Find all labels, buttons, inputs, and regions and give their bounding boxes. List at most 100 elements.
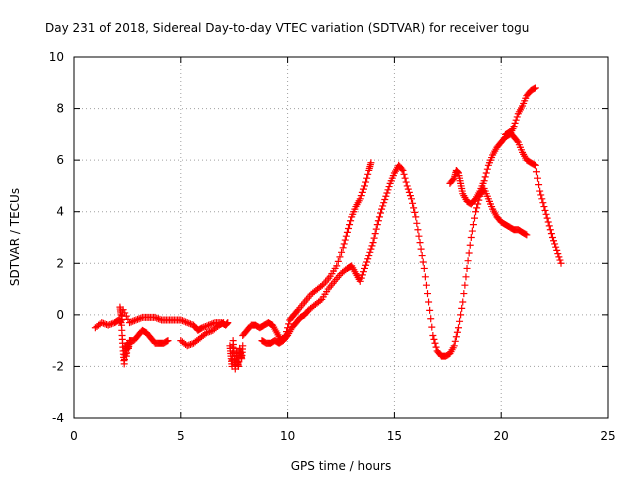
data-point	[417, 245, 425, 253]
data-point	[552, 243, 560, 251]
data-point	[530, 161, 538, 169]
data-point	[403, 182, 411, 190]
data-point	[463, 264, 471, 272]
data-point	[129, 317, 137, 325]
data-point	[416, 239, 424, 247]
data-point	[203, 322, 211, 330]
data-point	[531, 84, 539, 92]
data-point	[164, 337, 172, 345]
data-point	[414, 226, 422, 234]
data-point	[538, 195, 546, 203]
data-point	[357, 274, 365, 282]
x-tick-label: 25	[600, 429, 615, 443]
data-point	[400, 170, 408, 178]
data-point	[430, 335, 438, 343]
data-point	[377, 209, 385, 217]
data-point	[379, 202, 387, 210]
data-point	[370, 234, 378, 242]
data-point	[127, 318, 135, 326]
data-point	[452, 333, 460, 341]
data-point	[449, 175, 457, 183]
y-tick-label: 4	[56, 205, 64, 219]
data-point	[473, 204, 481, 212]
data-point	[428, 323, 436, 331]
data-point	[186, 341, 194, 349]
data-point	[358, 271, 366, 279]
data-point	[411, 208, 419, 216]
data-point	[545, 222, 553, 230]
x-tick-label: 10	[280, 429, 295, 443]
data-point	[130, 317, 138, 325]
data-point	[429, 331, 437, 339]
data-point	[480, 177, 488, 185]
data-point	[415, 232, 423, 240]
data-point	[404, 185, 412, 193]
data-point	[535, 181, 543, 189]
data-point	[459, 298, 467, 306]
y-tick-label: 8	[56, 102, 64, 116]
data-point	[365, 252, 373, 260]
data-point	[458, 304, 466, 312]
data-point	[385, 183, 393, 191]
data-point	[334, 257, 342, 265]
data-point	[340, 240, 348, 248]
x-tick-label: 5	[177, 429, 185, 443]
data-point	[548, 234, 556, 241]
data-point	[122, 312, 130, 320]
data-point	[356, 195, 364, 203]
data-point	[511, 119, 519, 127]
data-point	[481, 173, 489, 181]
data-point	[422, 281, 430, 289]
data-point	[457, 311, 465, 319]
data-point	[410, 204, 418, 212]
gridlines	[74, 57, 608, 418]
data-point	[541, 206, 549, 214]
data-point	[432, 343, 440, 351]
data-point	[362, 261, 370, 269]
data-point	[154, 315, 162, 323]
data-point	[185, 341, 193, 349]
data-point	[530, 85, 538, 93]
data-point	[512, 116, 520, 124]
tick-labels: 0 5 10 15 20 25 -4 -2 0 2 4 6 8 10	[49, 50, 616, 443]
data-point	[469, 221, 477, 229]
data-point	[198, 324, 206, 332]
data-point	[360, 264, 368, 272]
data-point	[542, 210, 550, 218]
data-point	[205, 321, 213, 329]
data-point	[366, 248, 374, 256]
data-point	[182, 318, 190, 326]
data-point	[472, 208, 480, 216]
data-point	[532, 168, 540, 176]
data-point	[409, 199, 417, 207]
data-point	[405, 188, 413, 196]
data-point	[427, 315, 435, 323]
data-point	[420, 264, 428, 272]
data-point	[431, 339, 439, 347]
data-point	[474, 200, 482, 208]
data-point	[285, 320, 293, 328]
data-point	[107, 320, 115, 328]
data-point	[151, 313, 159, 321]
data-point	[363, 258, 371, 266]
data-point	[358, 188, 366, 196]
data-point	[101, 320, 109, 328]
series-seg-e	[446, 84, 539, 208]
x-axis-label: GPS time / hours	[291, 459, 392, 473]
data-point	[163, 337, 171, 345]
data-point	[378, 205, 386, 213]
data-point	[399, 166, 407, 174]
data-point	[206, 328, 214, 336]
data-point	[384, 186, 392, 194]
data-point	[180, 317, 188, 325]
data-point	[367, 159, 375, 167]
data-point	[177, 316, 185, 324]
data-point	[425, 298, 433, 306]
data-point	[513, 113, 521, 121]
y-tick-label: 6	[56, 153, 64, 167]
data-point	[553, 246, 561, 254]
data-point	[421, 273, 429, 281]
data-point	[363, 174, 371, 182]
data-point	[454, 324, 462, 332]
